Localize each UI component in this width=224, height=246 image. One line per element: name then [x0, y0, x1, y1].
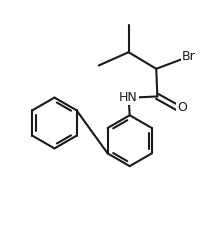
Text: HN: HN [119, 91, 138, 104]
Text: Br: Br [182, 50, 196, 63]
Text: O: O [177, 101, 187, 114]
